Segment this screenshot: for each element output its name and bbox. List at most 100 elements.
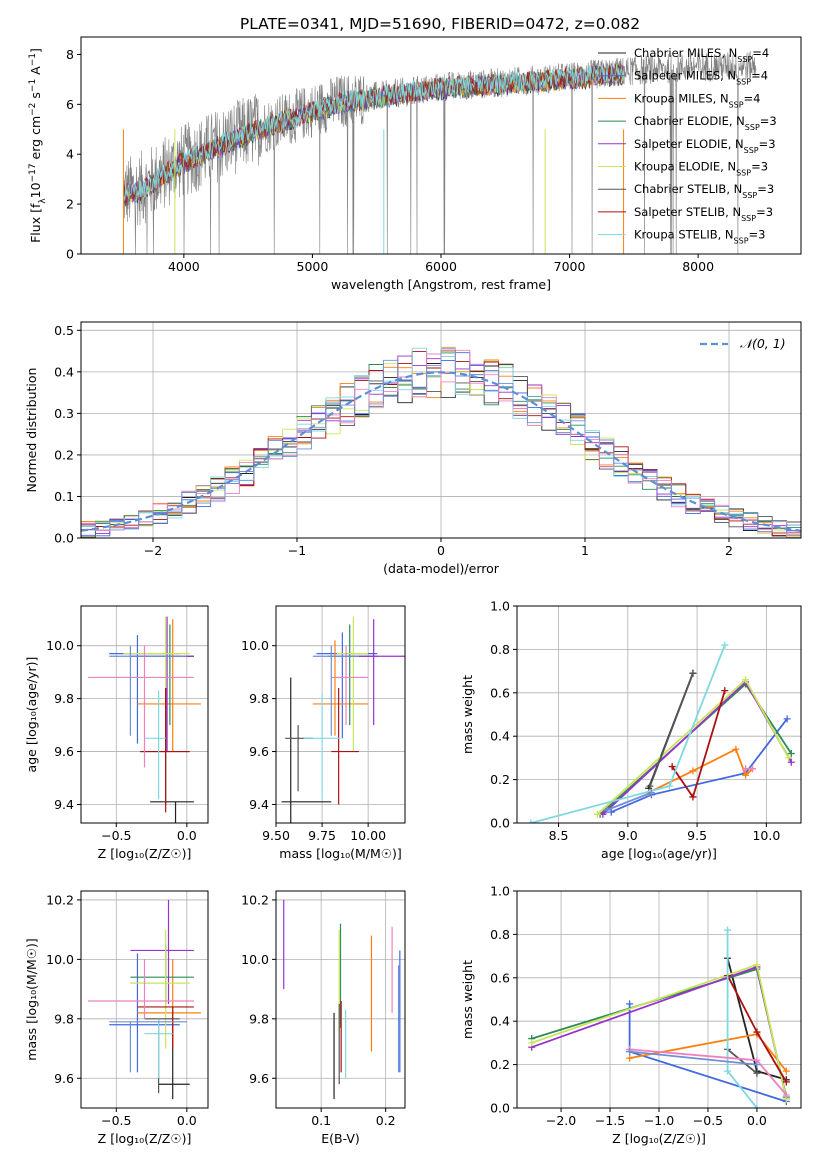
y-axis-label: age [log₁₀(age/yr)] xyxy=(24,657,39,773)
weight-series-line xyxy=(599,682,793,815)
weight-point-marker xyxy=(646,782,654,790)
legend-sub: SSP xyxy=(736,77,751,86)
tick-label-y: 0.6 xyxy=(490,970,510,985)
y-label-part: −1 xyxy=(28,79,38,92)
tick-label-x: −1 xyxy=(288,543,306,558)
mass-vs-Z-frame xyxy=(80,890,209,1109)
legend-entry: Chabrier STELIB, NSSP=3 xyxy=(634,182,774,200)
weight-point-marker xyxy=(782,1067,790,1075)
legend-entry: Chabrier MILES, NSSP=4 xyxy=(634,46,769,64)
legend-entry: Kroupa MILES, NSSP=4 xyxy=(634,91,760,109)
tick-label-x: −0.5 xyxy=(693,1113,723,1128)
x-axis-label: mass [log₁₀(M/M☉)] xyxy=(279,846,401,861)
legend-suffix: =3 xyxy=(751,160,768,174)
legend-sub: SSP xyxy=(742,191,757,200)
tick-label-y: 0.8 xyxy=(490,642,510,657)
tick-label-y: 0.4 xyxy=(490,1014,510,1029)
tick-label-y: 0.0 xyxy=(490,816,510,831)
tick-label-x: 0 xyxy=(437,543,445,558)
weight-point-marker xyxy=(724,926,732,934)
tick-label-x: −2 xyxy=(144,543,162,558)
tick-label-y: 2 xyxy=(66,197,74,212)
tick-label-y: 0.2 xyxy=(54,447,74,462)
legend-suffix: =4 xyxy=(744,91,761,105)
tick-label-y: 9.6 xyxy=(54,1071,74,1086)
y-label-part: erg cm xyxy=(28,116,43,164)
weight-point-marker xyxy=(724,1067,732,1075)
y-label-part: λ xyxy=(38,198,48,204)
weight-point-marker xyxy=(742,765,750,773)
tick-label-x: −1.0 xyxy=(644,1113,674,1128)
mass-vs-ebv-plot xyxy=(283,899,401,1100)
tick-label-y: 0.2 xyxy=(490,772,510,787)
tick-label-x: 8000 xyxy=(682,259,714,274)
mass-weight-vs-Z-plot xyxy=(528,926,790,1108)
tick-label-x: 2 xyxy=(725,543,733,558)
tick-label-x: −0.5 xyxy=(101,1113,131,1128)
weight-point-marker xyxy=(626,1048,634,1056)
weight-point-marker xyxy=(721,687,729,695)
weight-point-marker xyxy=(603,806,611,814)
tick-label-x: 1 xyxy=(581,543,589,558)
mass-weight-vs-Z-frame xyxy=(516,890,802,1109)
weight-point-marker xyxy=(665,782,673,790)
legend-label: Chabrier STELIB, N xyxy=(634,182,742,196)
weight-series-line xyxy=(726,930,758,1108)
age-vs-Z-frame xyxy=(80,605,209,824)
weight-point-marker xyxy=(787,750,795,758)
tick-label-x: 5000 xyxy=(297,259,329,274)
tick-label-y: 4 xyxy=(66,147,74,162)
tick-label-y: 0.3 xyxy=(54,406,74,421)
tick-label-y: 0.8 xyxy=(490,927,510,942)
figure-title: PLATE=0341, MJD=51690, FIBERID=0472, z=0… xyxy=(240,15,640,33)
tick-label-y: 0.4 xyxy=(490,729,510,744)
charts-layer: 4000 5000 6000 7000 8000 0 2 4 6 8 wavelength [Ang… xyxy=(24,36,802,1146)
legend-sub: SSP xyxy=(744,145,759,154)
legend-suffix: =3 xyxy=(759,137,776,151)
legend-sub: SSP xyxy=(736,168,751,177)
weight-point-marker xyxy=(742,676,750,684)
mass-vs-Z-plot xyxy=(88,899,201,1100)
weight-series-line xyxy=(649,672,694,787)
mass-weight-vs-age-plot xyxy=(527,641,795,823)
y-axis-label: Flux [fλ10−17 erg cm−2 s−1 A−1] xyxy=(28,48,48,243)
age-vs-mass-frame xyxy=(275,605,406,824)
tick-label-y: 10.2 xyxy=(46,892,74,907)
tick-label-y: 0.0 xyxy=(54,531,74,546)
legend-sub: SSP xyxy=(729,100,744,109)
legend-entry: Salpeter ELODIE, NSSP=3 xyxy=(634,137,776,155)
weight-point-marker xyxy=(593,810,601,818)
tick-label-x: 4000 xyxy=(168,259,200,274)
residual-histogram xyxy=(81,364,801,538)
weight-series-line xyxy=(727,1048,758,1074)
age-vs-Z-plot xyxy=(88,616,201,823)
x-axis-label: age [log₁₀(age/yr)] xyxy=(601,846,717,861)
weight-point-marker xyxy=(626,1000,634,1008)
legend-suffix: =3 xyxy=(760,114,777,128)
tick-label-y: 9.6 xyxy=(249,1071,269,1086)
tick-label-y: 9.8 xyxy=(54,1011,74,1026)
tick-label-x: −0.5 xyxy=(101,828,131,843)
normal-curve xyxy=(81,371,801,532)
x-axis-label: (data-model)/error xyxy=(383,561,500,576)
legend-sub: SSP xyxy=(745,123,760,132)
weight-point-marker xyxy=(732,745,740,753)
legend-entry: Salpeter STELIB, NSSP=3 xyxy=(634,205,773,223)
spectrum-frame xyxy=(80,36,802,255)
tick-label-x: 10.0 xyxy=(752,828,780,843)
tick-label-x: 0.0 xyxy=(177,828,197,843)
tick-label-y: 9.6 xyxy=(54,744,74,759)
weight-point-marker xyxy=(607,808,615,816)
residual-histogram xyxy=(81,349,801,538)
tick-label-x: 0.0 xyxy=(747,1113,767,1128)
residuals-frame xyxy=(80,321,802,539)
tick-label-y: 0.5 xyxy=(54,323,74,338)
weight-point-marker xyxy=(782,1078,790,1086)
weight-series-line xyxy=(610,718,788,813)
weight-point-marker xyxy=(785,754,793,762)
x-axis-label: E(B-V) xyxy=(321,1131,360,1146)
tick-label-x: 0.1 xyxy=(311,1113,331,1128)
tick-label-y: 9.8 xyxy=(249,1011,269,1026)
